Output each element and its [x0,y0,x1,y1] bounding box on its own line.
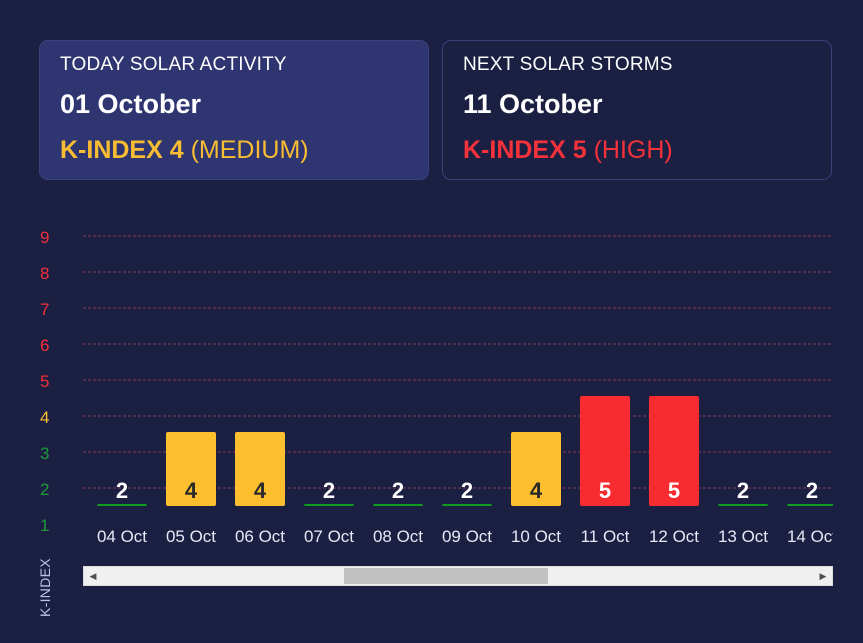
x-tick-label: 07 Oct [304,527,354,546]
bar-12-oct[interactable] [649,396,699,506]
x-tick-label: 11 Oct [581,527,630,546]
bar-08-oct[interactable] [373,504,423,506]
scrollbar-thumb[interactable] [344,568,548,584]
kindex-bar-chart: 1 2 3 4 5 6 7 8 9 2 4 4 2 2 2 4 5 5 2 2 04 Oct 05 Oct 06 Oct… [40,228,837,546]
bar-value-label: 4 [185,478,198,503]
x-tick-label: 06 Oct [235,527,285,546]
bar-04-oct[interactable] [97,504,147,506]
bar-value-label: 5 [668,478,680,503]
next-label: NEXT SOLAR STORMS [463,54,673,75]
bar-13-oct[interactable] [718,504,768,506]
y-tick-label: 8 [40,264,49,283]
x-tick-label: 14 Oct [787,527,837,546]
y-tick-label: 4 [40,408,49,427]
bar-value-label: 2 [737,478,749,503]
today-kindex-value: K-INDEX 4 [60,136,184,164]
y-tick-label: 2 [40,480,49,499]
bar-11-oct[interactable] [580,396,630,506]
x-tick-label: 10 Oct [511,527,561,546]
x-tick-label: 04 Oct [97,527,147,546]
x-axis-ticks: 04 Oct 05 Oct 06 Oct 07 Oct 08 Oct 09 Oct 10 O… [97,527,837,546]
x-tick-label: 12 Oct [649,527,699,546]
bar-10-oct[interactable] [511,432,561,506]
y-tick-label: 6 [40,336,49,355]
bar-05-oct[interactable] [166,432,216,506]
scroll-left-arrow-icon[interactable]: ◀ [89,570,97,581]
y-tick-label: 3 [40,444,49,463]
next-kindex: K-INDEX 5 (HIGH) [463,136,673,165]
bar-value-label: 4 [254,478,267,503]
bar-14-oct[interactable] [787,504,837,506]
scroll-right-arrow-icon[interactable]: ▶ [819,570,827,581]
x-tick-label: 09 Oct [442,527,492,546]
today-kindex: K-INDEX 4 (MEDIUM) [60,136,309,165]
next-kindex-value: K-INDEX 5 [463,136,587,164]
y-axis-label: K-INDEX [37,558,53,617]
bar-value-label: 4 [530,478,543,503]
today-activity-card: TODAY SOLAR ACTIVITY 01 October K-INDEX … [39,40,429,180]
y-tick-label: 7 [40,300,49,319]
bar-06-oct[interactable] [235,432,285,506]
today-kindex-level: (MEDIUM) [190,136,309,164]
y-axis-ticks: 1 2 3 4 5 6 7 8 9 [40,228,49,535]
y-tick-label: 5 [40,372,49,391]
bar-value-label: 5 [599,478,611,503]
bar-value-label: 2 [392,478,404,503]
bar-value-label: 2 [461,478,473,503]
chart-bars: 2 4 4 2 2 2 4 5 5 2 2 [97,396,837,506]
bar-value-label: 2 [116,478,128,503]
today-date: 01 October [60,89,202,119]
bar-value-label: 2 [806,478,818,503]
chart-scrollbar[interactable]: ◀ ▶ [83,566,833,586]
x-tick-label: 08 Oct [373,527,423,546]
bar-09-oct[interactable] [442,504,492,506]
x-tick-label: 05 Oct [166,527,216,546]
today-label: TODAY SOLAR ACTIVITY [60,54,287,75]
bar-07-oct[interactable] [304,504,354,506]
y-tick-label: 9 [40,228,49,247]
next-kindex-level: (HIGH) [593,136,673,164]
next-date: 11 October [463,89,603,119]
y-tick-label: 1 [40,516,49,535]
bar-value-label: 2 [323,478,335,503]
next-storm-card: NEXT SOLAR STORMS 11 October K-INDEX 5 (… [442,40,832,180]
x-tick-label: 13 Oct [718,527,768,546]
